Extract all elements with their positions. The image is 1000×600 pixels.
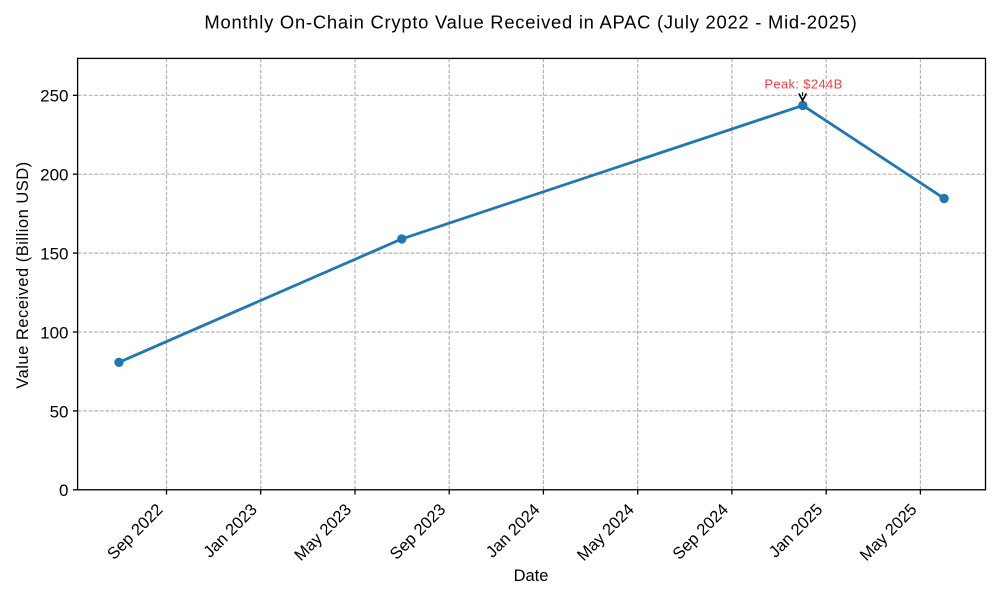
- svg-text:250: 250: [40, 87, 68, 106]
- svg-text:Peak: $244B: Peak: $244B: [764, 76, 842, 91]
- svg-text:200: 200: [40, 166, 68, 185]
- svg-text:0: 0: [59, 481, 68, 500]
- svg-text:150: 150: [40, 245, 68, 264]
- svg-text:Monthly On-Chain Crypto Value: Monthly On-Chain Crypto Value Received i…: [204, 12, 857, 33]
- svg-text:50: 50: [50, 402, 69, 421]
- svg-text:100: 100: [40, 323, 68, 342]
- svg-text:Date: Date: [514, 567, 549, 585]
- svg-text:Value Received (Billion USD): Value Received (Billion USD): [14, 161, 32, 388]
